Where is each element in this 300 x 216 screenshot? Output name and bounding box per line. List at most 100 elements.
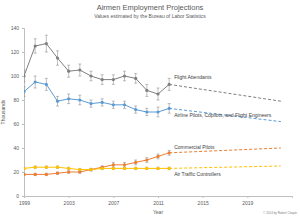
error-bar-cap (123, 108, 126, 109)
error-bar (45, 35, 48, 52)
error-bar-cap (34, 76, 37, 77)
series-point (24, 74, 26, 77)
y-tick-label: 80 (13, 97, 19, 103)
error-bar-cap (168, 113, 171, 114)
error-bar-cap (101, 106, 104, 107)
error-bar (112, 75, 115, 85)
y-tick: 140 (11, 25, 24, 31)
error-bar-cap (112, 101, 115, 102)
series-point (24, 173, 26, 176)
series-point (112, 163, 115, 166)
series-point (56, 166, 59, 169)
error-bar (101, 75, 104, 85)
error-bar-cap (123, 101, 126, 102)
y-tick-label: 20 (13, 169, 19, 175)
y-axis-line (22, 29, 25, 197)
error-bar-cap (134, 160, 137, 161)
y-tick-mark (22, 148, 24, 149)
error-bar (145, 167, 148, 169)
error-bar (112, 167, 115, 169)
error-bar-cap (56, 106, 59, 107)
series-point (134, 167, 137, 170)
series-label: Commercial Pilots (174, 144, 215, 150)
series-point (67, 170, 70, 173)
error-bar (90, 71, 93, 81)
series-point (45, 173, 48, 176)
error-bar-cap (24, 82, 26, 83)
y-tick-label: 60 (13, 121, 19, 127)
annotation: © 2014 by Robert Chapin (263, 211, 297, 215)
error-bar-cap (157, 100, 160, 101)
series-point (101, 167, 104, 170)
error-bar-cap (168, 150, 171, 151)
error-bar-cap (56, 65, 59, 66)
error-bar-cap (67, 77, 70, 78)
series-point (123, 167, 126, 170)
series-label: Flight Attendants (174, 74, 212, 80)
x-tick-mark (203, 196, 204, 198)
chart-svg: Airmen Employment ProjectionsValues esti… (0, 0, 300, 216)
x-tick: 2011 (153, 196, 164, 206)
series-line (169, 84, 281, 101)
error-bar (90, 100, 93, 107)
error-bar (56, 166, 59, 168)
error-bar-cap (78, 64, 81, 65)
error-bar-cap (134, 73, 137, 74)
series-point (67, 97, 70, 100)
error-bar-cap (101, 74, 104, 75)
error-bar (67, 65, 70, 77)
series-point (34, 166, 37, 169)
y-tick-mark (22, 124, 24, 125)
series-point (56, 172, 59, 175)
y-tick-mark (22, 28, 24, 29)
plot-area (24, 35, 281, 176)
y-tick: 60 (13, 121, 24, 127)
x-tick-label: 2003 (64, 200, 75, 206)
error-bar (34, 166, 37, 168)
error-bar-cap (112, 162, 115, 163)
error-bar (145, 84, 148, 96)
error-bar (56, 51, 59, 65)
series-point (34, 80, 37, 83)
error-bar-cap (145, 162, 148, 163)
error-bar-cap (123, 71, 126, 72)
error-bar-cap (145, 96, 148, 97)
y-tick-mark (22, 172, 24, 173)
error-bar (123, 71, 126, 81)
error-bar (24, 70, 26, 82)
error-bar-cap (78, 76, 81, 77)
error-bar-cap (168, 103, 171, 104)
error-bar-cap (134, 164, 137, 165)
series-point (123, 103, 126, 106)
error-bar-cap (145, 157, 148, 158)
error-bar (123, 167, 126, 169)
error-bar (24, 167, 26, 169)
error-bar-cap (101, 84, 104, 85)
error-bar-cap (134, 106, 137, 107)
error-bar-cap (157, 154, 160, 155)
error-bar (67, 94, 70, 104)
error-bar (67, 167, 70, 169)
chart-container: Airmen Employment ProjectionsValues esti… (0, 0, 300, 216)
error-bar (78, 168, 81, 170)
error-bar (34, 76, 37, 88)
series-point (45, 42, 48, 45)
series-line (24, 82, 169, 112)
error-bar-cap (45, 90, 48, 91)
error-bar (112, 162, 115, 167)
series-point (34, 44, 37, 47)
series-point (56, 56, 59, 59)
y-tick-label: 100 (11, 73, 20, 79)
error-bar (101, 99, 104, 106)
error-bar (78, 64, 81, 76)
series-point (145, 89, 148, 92)
series-point (45, 166, 48, 169)
error-bar-cap (134, 113, 137, 114)
x-axis-title: Year (153, 209, 163, 215)
error-bar (45, 173, 48, 175)
error-bar (157, 107, 160, 117)
y-tick-mark (22, 196, 24, 197)
error-bar (123, 101, 126, 108)
series-label: Airline Pilots, Copilots, and Flight Eng… (174, 112, 271, 118)
y-tick: 0 (16, 193, 24, 199)
